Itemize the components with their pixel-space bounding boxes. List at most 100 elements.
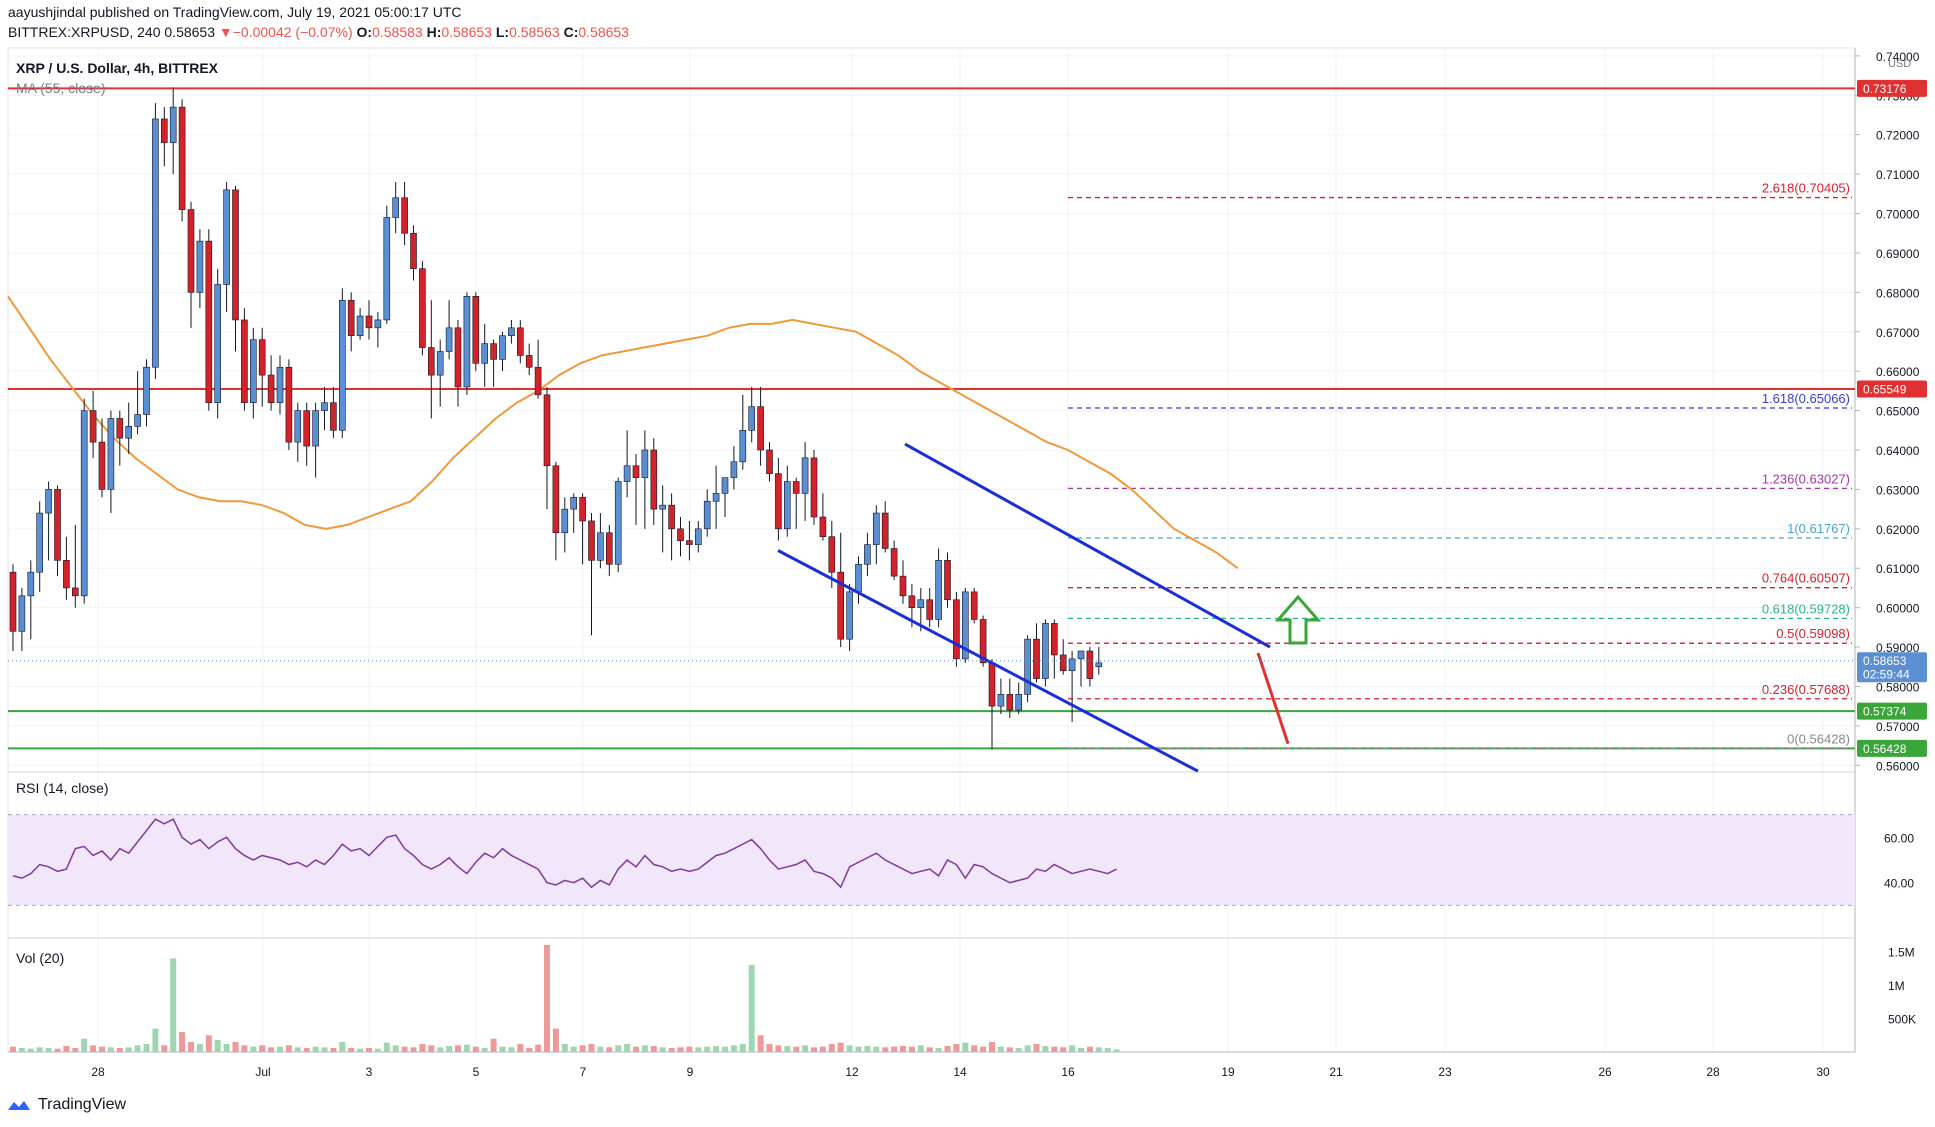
candle-body: [267, 374, 275, 404]
symbol-title: XRP / U.S. Dollar, 4h, BITTREX: [16, 60, 219, 76]
candle-body: [979, 619, 987, 664]
volume-bar: [312, 1046, 319, 1052]
volume-bar: [36, 1047, 43, 1052]
candle-body: [463, 295, 471, 388]
rsi-legend[interactable]: RSI (14, close): [16, 780, 109, 796]
volume-bar: [490, 1038, 497, 1052]
candle-body: [294, 410, 302, 443]
candle-body: [116, 418, 124, 439]
candle-body: [1006, 694, 1014, 711]
volume-bar: [980, 1046, 987, 1052]
x-tick-label: 28: [91, 1065, 105, 1079]
volume-bar: [392, 1045, 399, 1052]
candle-body: [196, 240, 204, 293]
candle-body: [1077, 650, 1085, 660]
volume-bar: [962, 1042, 969, 1052]
vol-legend[interactable]: Vol (20): [16, 950, 65, 966]
candle-body: [650, 449, 658, 510]
x-tick-label: 3: [366, 1065, 373, 1079]
y-tick-label: 0.69000: [1876, 247, 1920, 261]
volume-bar: [481, 1047, 488, 1052]
volume-bar: [357, 1048, 364, 1052]
volume-bar: [259, 1045, 266, 1052]
candle-body: [98, 441, 106, 490]
candle-body: [258, 339, 266, 376]
volume-bar: [517, 1043, 524, 1052]
candle-body: [837, 571, 845, 640]
volume-bar: [926, 1047, 933, 1052]
volume-bar: [793, 1046, 800, 1052]
candle-body: [810, 457, 818, 518]
high-label: H:: [426, 24, 442, 40]
volume-bar: [633, 1046, 639, 1052]
x-tick-label: 12: [845, 1065, 859, 1079]
y-tick-label: 0.59000: [1876, 641, 1920, 655]
candle-body: [703, 500, 711, 530]
volume-bar: [18, 1047, 25, 1052]
candle-body: [1086, 650, 1094, 679]
volume-bar: [811, 1047, 817, 1052]
volume-bar: [499, 1046, 506, 1052]
fib-level-label: 0.618(0.59728): [1762, 601, 1850, 616]
volume-bar: [161, 1045, 168, 1052]
x-tick-label: 19: [1221, 1065, 1235, 1079]
candle-body: [561, 508, 569, 534]
volume-bar: [882, 1047, 889, 1052]
candle-body: [276, 366, 284, 404]
author[interactable]: aayushjindal: [8, 4, 86, 20]
y-tick-label: 0.65000: [1876, 405, 1920, 419]
candle-body: [410, 232, 417, 270]
candle-body: [872, 512, 880, 545]
candle-body: [641, 449, 649, 478]
volume-bar: [784, 1045, 791, 1052]
candle-body: [125, 426, 132, 439]
price-label-bg: [1857, 702, 1927, 720]
candle-body: [1024, 638, 1031, 695]
candle-body: [525, 355, 533, 368]
candle-body: [739, 429, 747, 463]
fib-level-label: 2.618(0.70405): [1762, 181, 1850, 196]
volume-bar: [900, 1045, 906, 1052]
candle-body: [285, 366, 293, 443]
volume-bar: [944, 1045, 951, 1052]
candle-body: [54, 489, 61, 561]
low-value: 0.58563: [509, 24, 560, 40]
volume-bar: [1042, 1045, 1049, 1052]
y-tick-label: 0.70000: [1876, 208, 1920, 222]
volume-bar: [757, 1035, 764, 1052]
volume-bar: [615, 1045, 622, 1052]
volume-bar: [1104, 1047, 1111, 1052]
volume-bar: [72, 1047, 79, 1052]
volume-bar: [624, 1043, 631, 1052]
open-label: O:: [356, 24, 373, 40]
footer-brand[interactable]: TradingView: [6, 1096, 126, 1114]
candle-body: [961, 591, 969, 660]
low-label: L:: [495, 24, 510, 40]
ticker-line: BITTREX:XRPUSD, 240: [8, 24, 161, 40]
y-tick-label: 0.57000: [1876, 720, 1920, 734]
fib-level-label: 1(0.61767): [1787, 521, 1850, 536]
volume-bar: [908, 1046, 915, 1052]
publish-header: aayushjindal published on TradingView.co…: [8, 4, 462, 20]
volume-bar: [953, 1043, 960, 1052]
candle-body: [543, 394, 551, 467]
candle-body: [1095, 662, 1103, 668]
vol-tick-label: 500K: [1888, 1013, 1916, 1027]
fib-level-label: 0.5(0.59098): [1776, 626, 1850, 641]
volume-bar: [321, 1047, 328, 1052]
volume-bar: [713, 1045, 720, 1052]
triangle-down-icon: ▼: [218, 24, 233, 40]
volume-bar: [828, 1043, 835, 1052]
candle-body: [917, 599, 925, 608]
ma-legend[interactable]: MA (55, close): [16, 80, 106, 96]
open-value: 0.58583: [372, 24, 423, 40]
candle-body: [356, 315, 364, 337]
y-tick-label: 0.62000: [1876, 523, 1920, 537]
change-value: −0.00042 (−0.07%): [232, 24, 353, 40]
volume-bar: [1033, 1043, 1040, 1052]
candle-body: [178, 106, 186, 210]
candle-body: [944, 560, 951, 601]
volume-bar: [54, 1048, 61, 1052]
volume-bar: [214, 1039, 221, 1052]
